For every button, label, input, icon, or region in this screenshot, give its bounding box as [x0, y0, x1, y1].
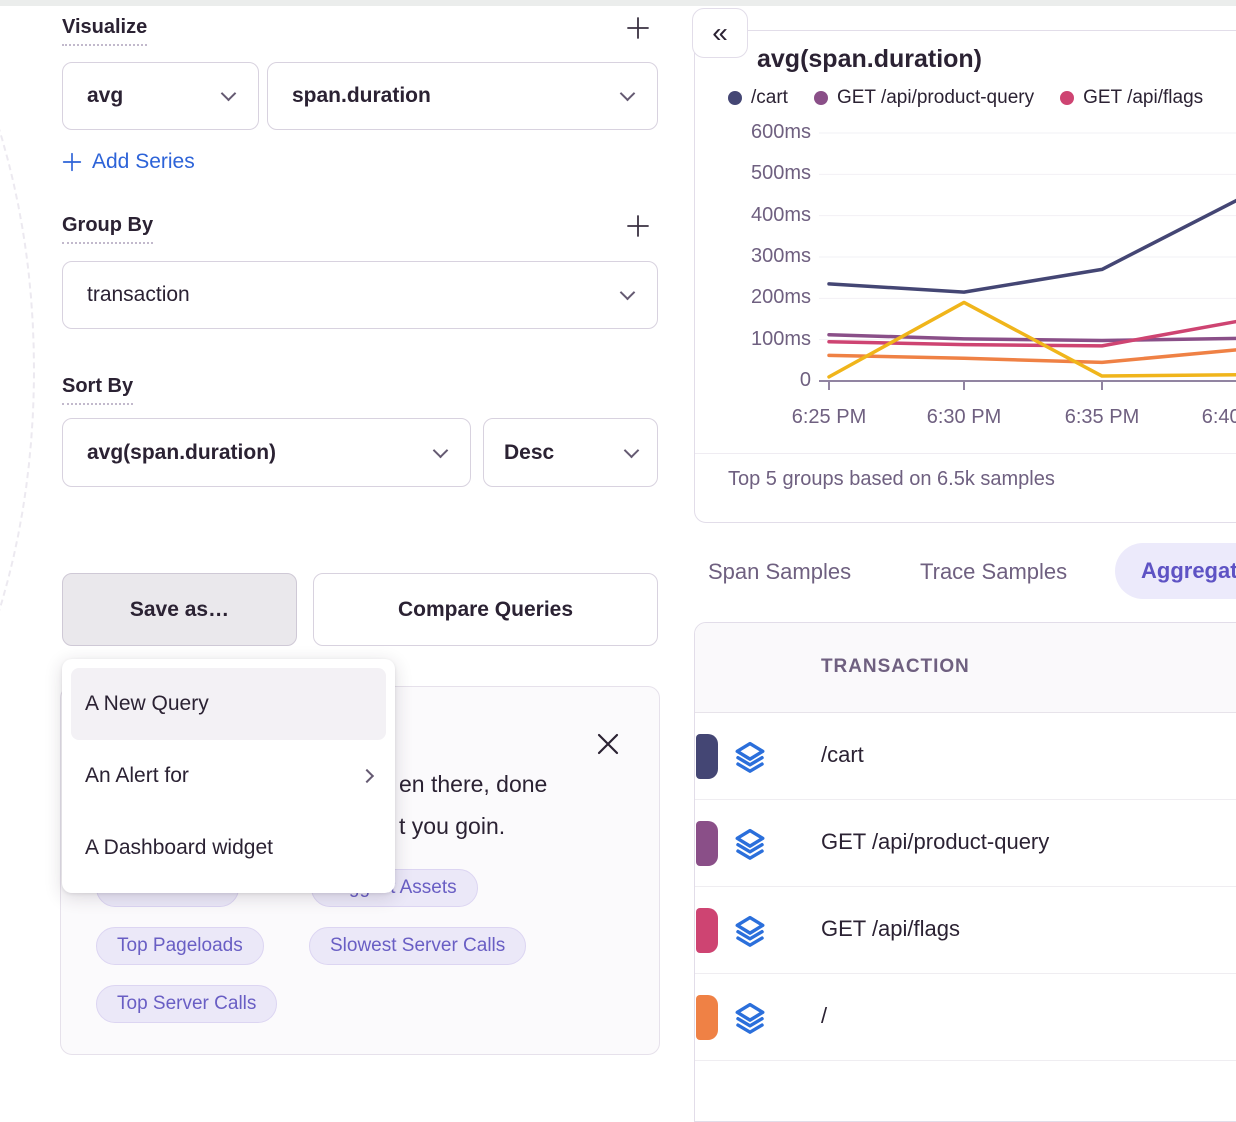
- add-series-link[interactable]: Add Series: [62, 150, 195, 174]
- series-line: [827, 348, 1236, 365]
- sort-direction-value: Desc: [504, 440, 555, 464]
- chart-legend: /cart GET /api/product-query GET /api/flag…: [728, 87, 1203, 109]
- chevron-down-icon: [432, 442, 449, 458]
- suggested-query-pill[interactable]: Top Server Calls: [96, 985, 278, 1023]
- chevron-down-icon: [619, 284, 636, 301]
- sort-field-value: avg(span.duration): [87, 440, 277, 464]
- legend-item[interactable]: GET /api/flags: [1060, 87, 1203, 109]
- decorative-arc: [0, 0, 35, 860]
- group-by-value: transaction: [87, 283, 190, 306]
- panel-text-line2: t you goin.: [399, 813, 506, 839]
- tab-aggregates[interactable]: Aggregates: [1115, 543, 1236, 599]
- sort-by-heading: Sort By: [62, 375, 134, 405]
- legend-dot-icon: [813, 91, 828, 105]
- legend-label: GET /api/product-query: [836, 87, 1035, 108]
- y-tick-label: 200ms: [750, 286, 811, 309]
- add-series-label: Add Series: [92, 150, 195, 173]
- transaction-name: /cart: [821, 742, 864, 767]
- sort-field-select[interactable]: avg(span.duration): [62, 418, 471, 487]
- save-as-menu: A New Query An Alert for A Dashboard widge…: [62, 659, 395, 893]
- transaction-name: /: [821, 1003, 828, 1028]
- series-line: [827, 319, 1236, 348]
- double-chevron-left-icon: «: [712, 17, 728, 48]
- table-row[interactable]: GET /api/product-query: [695, 800, 1236, 887]
- chevron-down-icon: [619, 85, 636, 102]
- table-row[interactable]: GET /api/flags: [695, 887, 1236, 974]
- legend-dot-icon: [1060, 91, 1075, 105]
- table-row[interactable]: /: [695, 974, 1236, 1061]
- legend-item[interactable]: /cart: [728, 87, 788, 109]
- line-chart[interactable]: [819, 123, 1236, 403]
- close-icon[interactable]: [593, 729, 623, 759]
- chart-card: avg(span.duration) /cart GET /api/product…: [694, 30, 1236, 523]
- series-color-chip: [696, 995, 718, 1040]
- menu-item[interactable]: A Dashboard widget: [71, 812, 386, 884]
- menu-item[interactable]: A New Query: [71, 668, 386, 740]
- spans-layers-icon[interactable]: [733, 827, 767, 866]
- chart-title: avg(span.duration): [757, 45, 983, 73]
- chevron-down-icon: [220, 85, 237, 102]
- visualize-heading: Visualize: [62, 16, 148, 46]
- chevron-right-icon: [359, 768, 375, 784]
- x-tick-label: 6:30 PM: [926, 406, 1002, 428]
- plus-icon: [62, 152, 82, 172]
- group-by-heading: Group By: [62, 214, 154, 244]
- plus-icon: [627, 215, 649, 237]
- save-as-button[interactable]: Save as…: [62, 573, 297, 646]
- chevron-down-icon: [623, 442, 640, 458]
- legend-dot-icon: [728, 91, 742, 105]
- y-tick-label: 100ms: [750, 327, 811, 350]
- suggested-query-pill[interactable]: Slowest Server Calls: [309, 927, 527, 965]
- transaction-name: GET /api/product-query: [821, 829, 1050, 854]
- spans-layers-icon[interactable]: [733, 740, 767, 779]
- menu-item-label: A New Query: [85, 692, 209, 715]
- top-border-band: [0, 0, 1236, 6]
- add-group-by-button[interactable]: [626, 214, 650, 238]
- series-color-chip: [696, 908, 718, 953]
- group-by-select[interactable]: transaction: [62, 261, 658, 329]
- series-line: [827, 300, 1236, 379]
- y-tick-label: 600ms: [750, 121, 811, 143]
- y-tick-label: 500ms: [750, 162, 811, 185]
- series-color-chip: [696, 821, 718, 866]
- results-table: TRANSACTION /cart GET /api/product-query G…: [694, 622, 1236, 1122]
- compare-queries-button[interactable]: Compare Queries: [313, 573, 658, 646]
- add-visualize-button[interactable]: [626, 16, 650, 40]
- table-row[interactable]: /cart: [695, 713, 1236, 800]
- transaction-name: GET /api/flags: [821, 916, 960, 941]
- panel-text-line1: en there, done: [399, 771, 548, 797]
- menu-item[interactable]: An Alert for: [71, 740, 386, 812]
- chart-footer-text: Top 5 groups based on 6.5k samples: [728, 468, 1055, 490]
- collapse-sidebar-button[interactable]: «: [692, 8, 748, 58]
- series-color-chip: [696, 734, 718, 779]
- x-tick-label: 6:40 PM: [1201, 406, 1236, 428]
- transaction-column-header: TRANSACTION: [821, 656, 970, 677]
- legend-item[interactable]: GET /api/product-query: [813, 87, 1035, 109]
- x-tick-label: 6:25 PM: [791, 406, 867, 428]
- field-select[interactable]: span.duration: [267, 62, 658, 130]
- tab-trace-samples[interactable]: Trace Samples: [920, 559, 1068, 584]
- aggregate-select[interactable]: avg: [62, 62, 259, 130]
- legend-label: /cart: [751, 87, 788, 108]
- suggested-query-pill[interactable]: Top Pageloads: [96, 927, 264, 965]
- x-tick-label: 6:35 PM: [1064, 406, 1140, 428]
- menu-item-label: A Dashboard widget: [85, 836, 273, 859]
- aggregate-value: avg: [87, 84, 124, 107]
- y-tick-label: 300ms: [750, 245, 811, 267]
- spans-layers-icon[interactable]: [733, 1001, 767, 1040]
- legend-label: GET /api/flags: [1083, 87, 1204, 108]
- spans-layers-icon[interactable]: [733, 914, 767, 953]
- menu-item-label: An Alert for: [85, 764, 189, 787]
- tab-span-samples[interactable]: Span Samples: [708, 559, 852, 584]
- table-header-row: TRANSACTION: [695, 623, 1236, 713]
- plus-icon: [627, 17, 649, 39]
- y-tick-label: 0: [799, 369, 811, 391]
- chart-footer-divider: [695, 453, 1236, 454]
- series-line: [827, 198, 1236, 294]
- sort-direction-select[interactable]: Desc: [483, 418, 658, 487]
- y-tick-label: 400ms: [750, 203, 811, 226]
- field-value: span.duration: [292, 84, 431, 107]
